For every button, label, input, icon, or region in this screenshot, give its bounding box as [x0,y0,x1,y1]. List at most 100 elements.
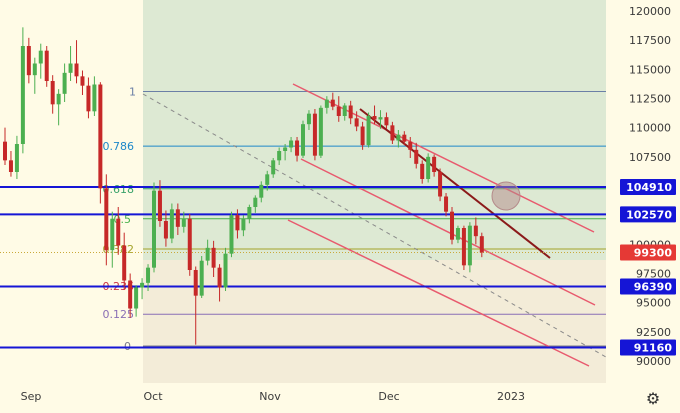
candle-body [205,247,210,261]
candle-body [342,105,347,116]
level-badge-label: 102570 [626,208,672,221]
candle [122,232,127,290]
candle [80,70,85,95]
candle [348,100,353,125]
last-price-badge: 99300 [620,244,676,261]
candle [68,46,73,81]
candle [163,210,168,247]
candle-body [402,134,407,142]
candle-body [163,221,168,239]
candle [283,144,288,161]
candle-body [396,134,401,141]
candle [104,174,109,266]
price-tick-label: 107500 [629,151,671,164]
candle [450,207,454,245]
channel-middle-line [300,158,596,306]
candle [336,96,341,122]
candle [92,76,97,116]
candle-body [80,76,85,86]
price-tick-label: 97500 [636,268,671,281]
candle-body [432,156,437,172]
candle [461,225,466,270]
candle-body [306,113,311,125]
candle-body [265,174,270,185]
candle-body [289,140,294,148]
candle-body [372,116,377,120]
candle [473,217,478,245]
candle [384,112,389,129]
candle-body [354,118,359,127]
gear-icon[interactable]: ⚙ [646,389,660,408]
candle-body [199,260,204,296]
candle [157,180,162,227]
candle [247,204,252,224]
candle-body [271,160,276,175]
candle [271,158,276,178]
candle-body [473,225,478,237]
candle-body [122,245,127,281]
candle [301,120,305,158]
candle-body [193,270,198,296]
fib-level-label: 0 [124,340,131,353]
candle-body [38,50,43,64]
candle-body [3,141,7,161]
candle-body [420,163,425,179]
candle [193,266,198,345]
level-badge-label: 96390 [634,280,673,293]
candle-body [467,225,472,266]
candle [455,225,460,244]
candle [318,105,323,158]
last-price-badge-bg [620,244,676,261]
candle-body [187,218,192,270]
candle-body [283,147,288,151]
candle [432,154,437,177]
candle [62,63,67,102]
candle [199,256,204,298]
settings-button-bg[interactable] [640,385,666,409]
candle-body [20,46,25,144]
candle-body [62,72,67,94]
settings-button[interactable]: ⚙ [640,385,666,409]
candle [372,105,377,125]
candle [20,27,25,154]
candle [312,109,317,161]
candle [229,211,234,258]
candle [253,195,258,213]
candle [26,37,31,84]
candle [128,273,133,318]
candle-body [438,172,443,197]
candle [181,211,186,233]
price-tick-label: 120000 [629,5,671,18]
candle [116,207,121,255]
last-price-label: 99300 [634,247,673,260]
time-tick-label: Dec [378,390,399,403]
candle [330,92,335,111]
candle-body [74,63,79,77]
candle-body [92,84,97,112]
candle-body [384,117,389,126]
candle-body [259,184,264,198]
candle-body [330,99,335,107]
candle-body [211,247,216,268]
price-tick-label: 112500 [629,93,671,106]
candle [479,232,484,258]
candle [134,285,139,317]
candle-body [14,144,19,172]
candle [390,121,395,144]
candle [414,142,419,169]
candle-body [426,156,431,179]
candle-body [408,141,413,150]
candle [378,110,383,129]
candle [14,135,19,179]
candle [211,240,216,277]
candle-body [241,218,246,231]
candle [408,137,413,158]
fib-level-label: 1 [129,86,136,99]
price-tick-label: 95000 [636,297,671,310]
candle [44,46,49,87]
fib-level-label: 0.786 [103,140,135,153]
candle [306,110,311,130]
price-tick-label: 92500 [636,326,671,339]
